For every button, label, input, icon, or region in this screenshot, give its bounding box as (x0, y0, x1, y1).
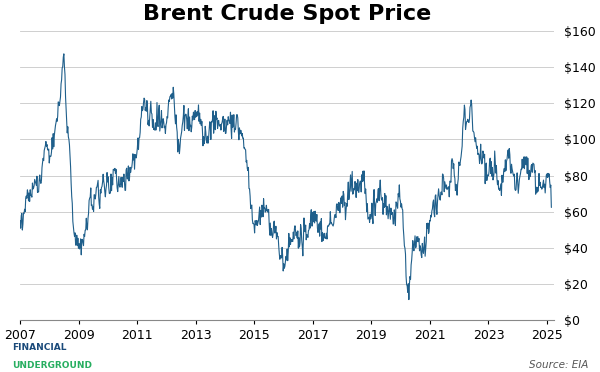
Text: Source: EIA: Source: EIA (529, 360, 588, 370)
Title: Brent Crude Spot Price: Brent Crude Spot Price (143, 4, 431, 24)
Text: UNDERGROUND: UNDERGROUND (12, 361, 92, 370)
Text: FINANCIAL: FINANCIAL (12, 343, 67, 352)
